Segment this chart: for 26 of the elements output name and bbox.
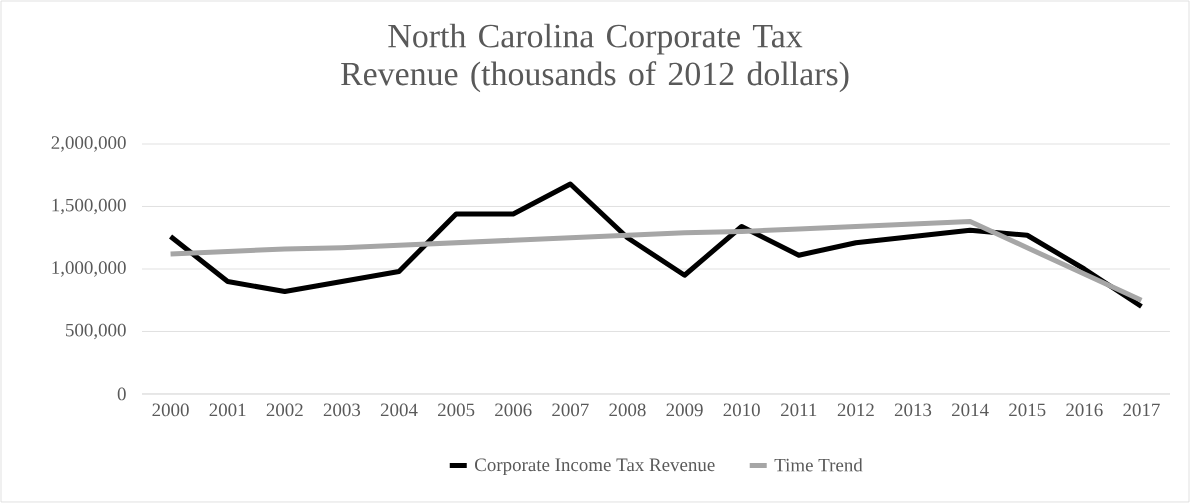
y-tick-label: 500,000 <box>66 323 126 340</box>
x-tick-label: 2009 <box>666 403 703 417</box>
y-tick-label: 1,000,000 <box>52 261 126 277</box>
y-tick-label: 0 <box>117 387 126 401</box>
x-tick-label: 2007 <box>552 403 589 417</box>
x-tick-label: 2002 <box>266 403 303 417</box>
y-tick-label: 1,500,000 <box>52 198 126 215</box>
x-tick-label: 2015 <box>1009 403 1046 417</box>
chart-title: North Carolina Corporate Tax Revenue (thousands of 2012 dollars) <box>341 23 849 93</box>
x-tick-label: 2005 <box>438 403 475 417</box>
x-tick-label: 2008 <box>609 403 646 417</box>
x-tick-label: 2004 <box>380 403 418 417</box>
legend-label: Time Trend <box>774 458 863 472</box>
legend-label: Corporate Income Tax Revenue <box>475 458 715 476</box>
x-tick-label: 2011 <box>781 403 817 417</box>
x-tick-label: 2000 <box>152 403 189 417</box>
x-tick-label: 2006 <box>495 403 532 417</box>
x-tick-label: 2013 <box>894 403 932 417</box>
x-tick-label: 2014 <box>952 403 989 417</box>
x-tick-label: 2003 <box>323 403 361 417</box>
x-tick-label: 2016 <box>1066 403 1103 417</box>
x-tick-label: 2017 <box>1123 403 1160 417</box>
x-tick-label: 2001 <box>209 403 246 417</box>
y-tick-label: 2,000,000 <box>51 136 126 152</box>
x-tick-label: 2010 <box>723 403 760 417</box>
x-tick-label: 2012 <box>837 403 874 417</box>
